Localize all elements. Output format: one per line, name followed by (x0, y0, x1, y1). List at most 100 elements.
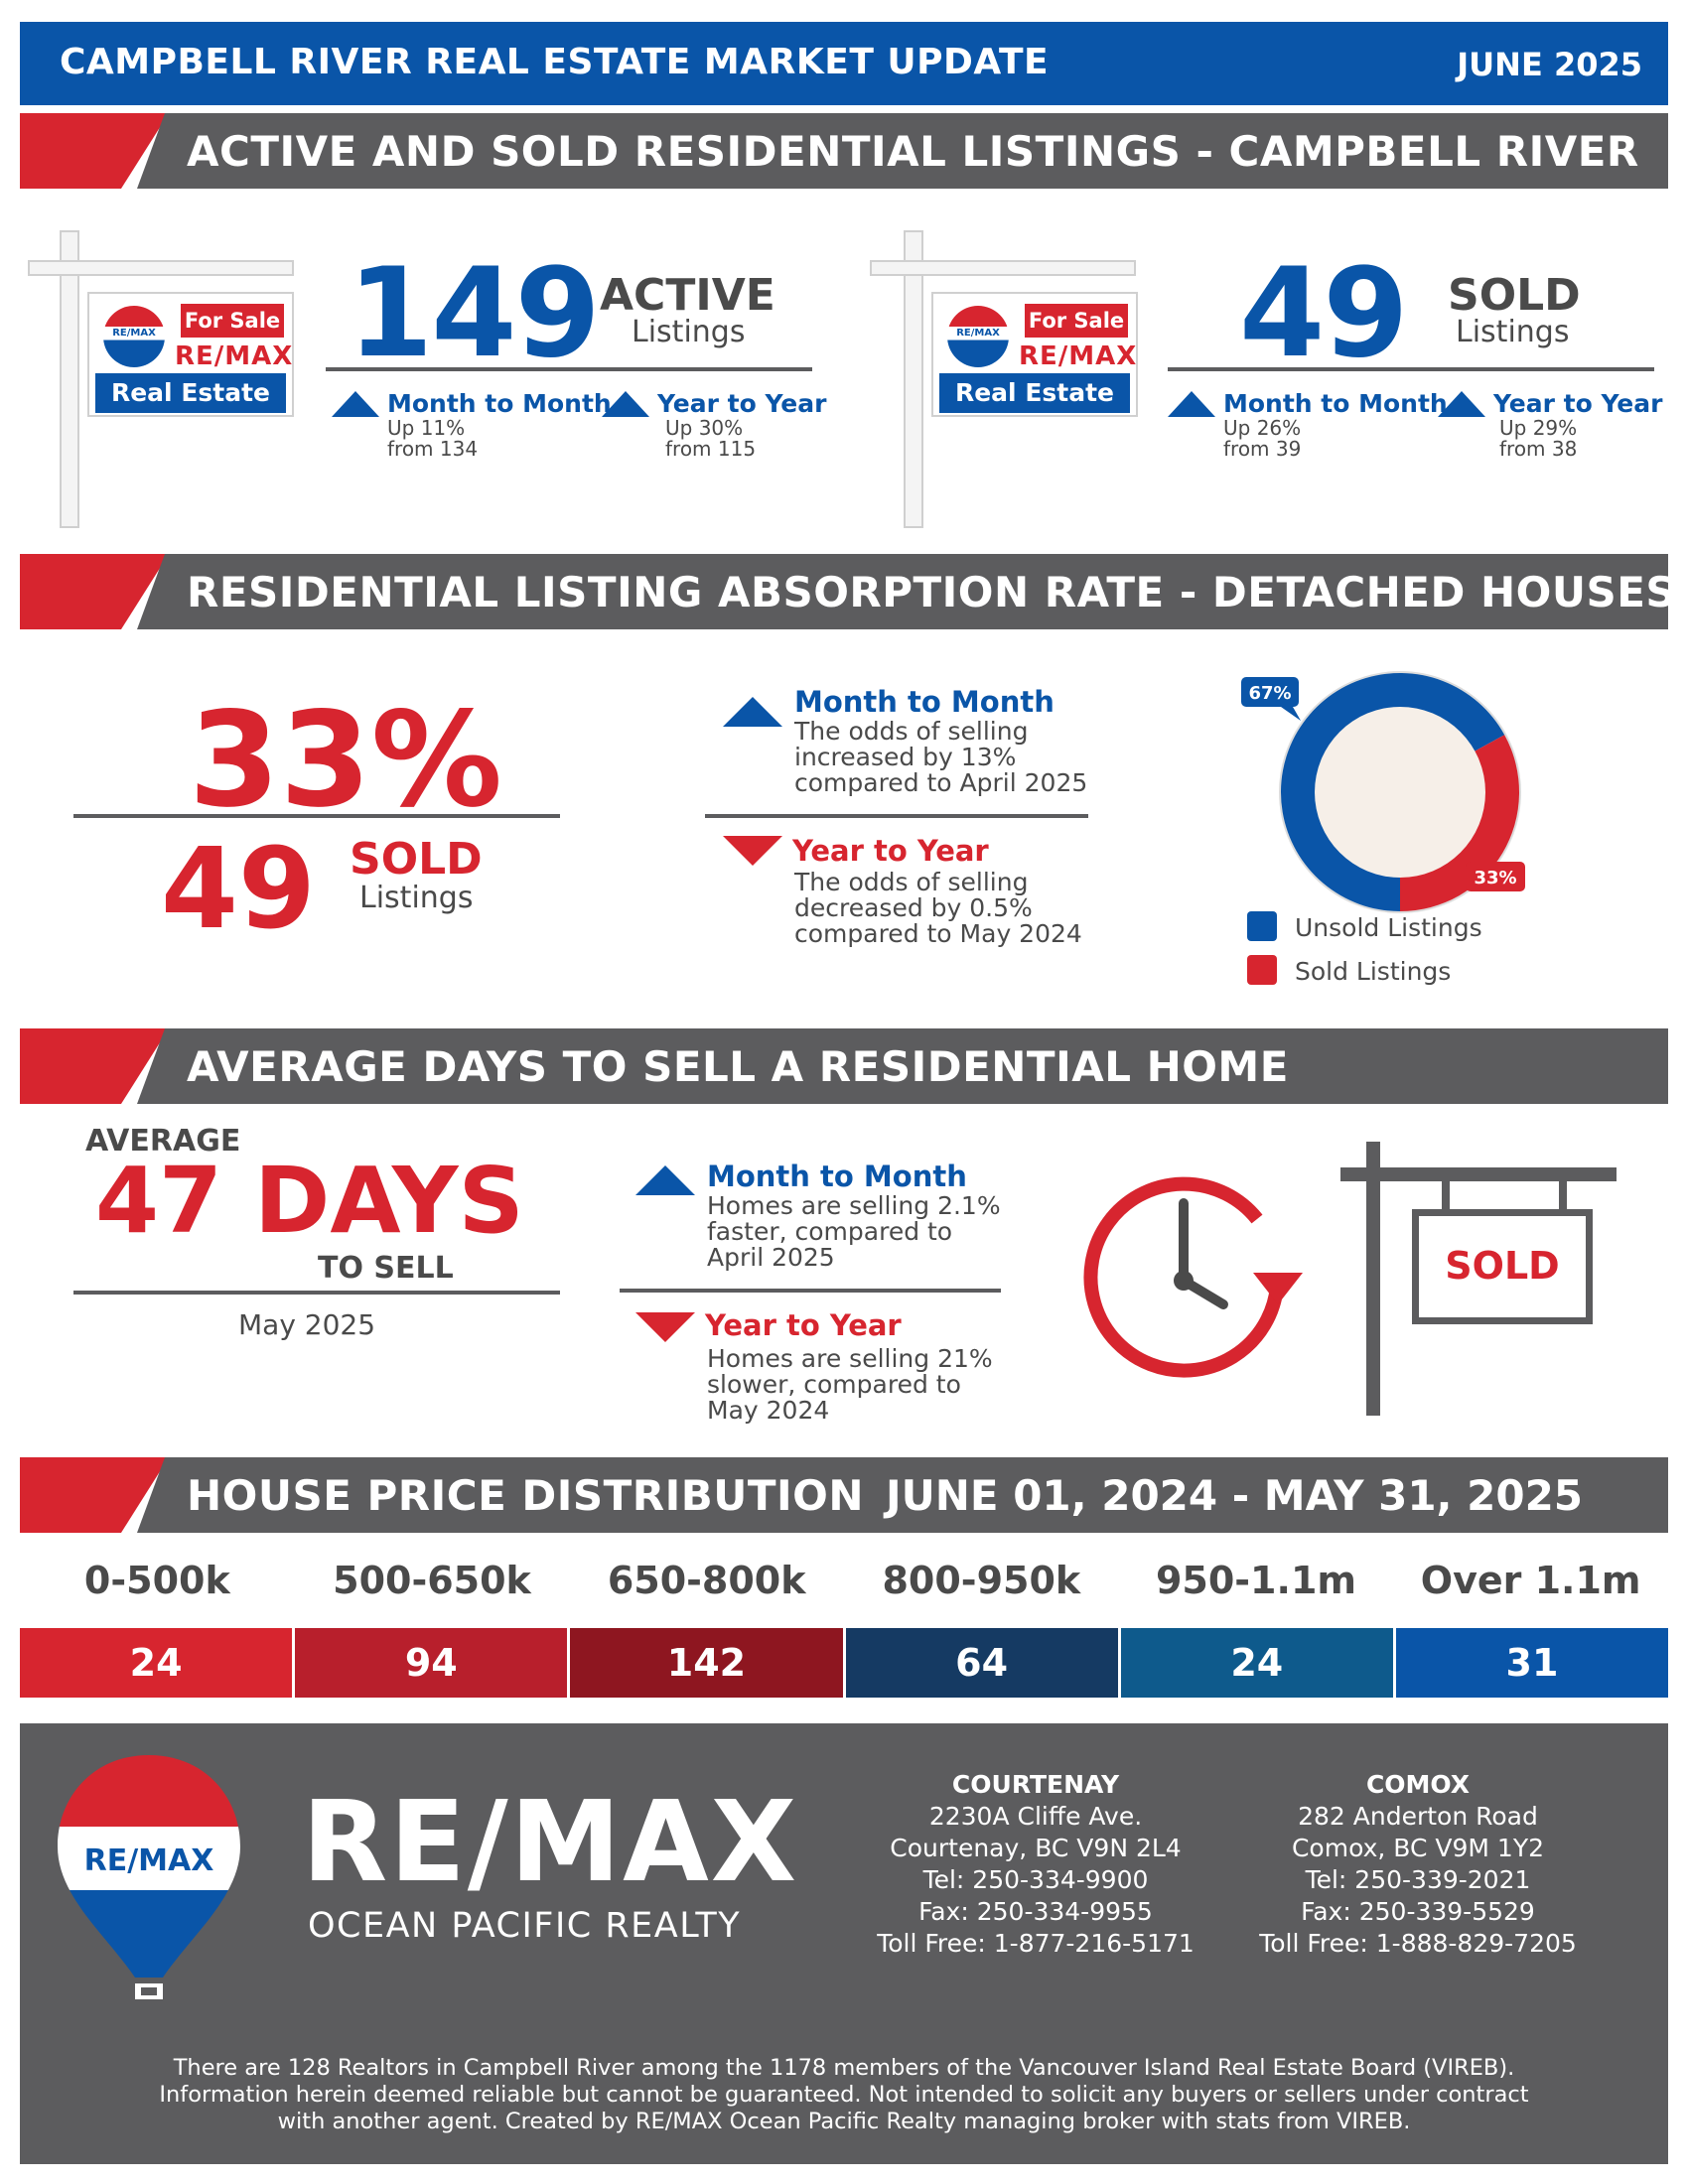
legend-swatch-sold (1247, 955, 1277, 985)
active-yty-line2: from 115 (665, 437, 757, 461)
sold-sign-chain (1442, 1181, 1450, 1211)
legend-swatch-unsold (1247, 911, 1277, 941)
section-title: ACTIVE AND SOLD RESIDENTIAL LISTINGS - C… (187, 127, 1639, 176)
days-value: 47 DAYS (95, 1148, 524, 1254)
absorption-rate: 33% (189, 684, 502, 837)
section-header-days: AVERAGE DAYS TO SELL A RESIDENTIAL HOME (20, 1028, 1668, 1104)
days-yty-text-3: May 2024 (707, 1396, 830, 1425)
unsold-pct-badge (1241, 677, 1299, 707)
sold-sign-arm (1340, 1167, 1617, 1181)
for-sale-sign: RE/MAX For Sale RE/MAX Real Estate (931, 292, 1138, 417)
section-date-range: JUNE 01, 2024 - MAY 31, 2025 (886, 1471, 1584, 1520)
sold-sign: SOLD (1412, 1209, 1593, 1324)
for-sale-sign: RE/MAX For Sale RE/MAX Real Estate (87, 292, 294, 417)
price-range-count: 94 (295, 1628, 568, 1698)
absorption-mtm-text-2: increased by 13% (794, 743, 1017, 771)
price-range-labels: 0-500k 500-650k 650-800k 800-950k 950-1.1m Ov… (20, 1559, 1668, 1608)
absorption-yty-text-1: The odds of selling (794, 868, 1029, 896)
divider (1168, 367, 1654, 371)
unsold-pct-label: 67% (1248, 683, 1291, 704)
down-arrow-icon (723, 836, 782, 866)
price-range-label: 950-1.1m (1155, 1559, 1356, 1602)
up-arrow-icon (635, 1165, 695, 1195)
sold-mtm-line1: Up 26% (1223, 416, 1302, 440)
days-to-sell: TO SELL (318, 1251, 454, 1286)
balloon-wordmark: RE/MAX (84, 1843, 214, 1878)
active-mtm-title: Month to Month (387, 389, 612, 418)
absorption-yty-title: Year to Year (792, 834, 989, 868)
divider (620, 1289, 1001, 1293)
section-header-listings: ACTIVE AND SOLD RESIDENTIAL LISTINGS - C… (20, 113, 1668, 189)
office-courtenay: COURTENAY 2230A Cliffe Ave. Courtenay, B… (877, 1770, 1195, 1958)
active-mtm-line2: from 134 (387, 437, 479, 461)
up-arrow-icon (602, 391, 649, 417)
price-range-count: 24 (20, 1628, 293, 1698)
sign-post (904, 230, 923, 528)
sold-pct-label: 33% (1474, 868, 1516, 888)
legend-sold: Sold Listings (1295, 957, 1452, 986)
remax-wordmark: RE/MAX (302, 1778, 799, 1907)
divider (326, 367, 812, 371)
price-range-count: 142 (570, 1628, 843, 1698)
report-date: JUNE 2025 (1457, 46, 1642, 83)
sign-arm (28, 260, 294, 276)
absorption-sold-count: 49 (161, 825, 316, 954)
absorption-sold-sub: Listings (359, 881, 474, 915)
up-arrow-icon (723, 697, 782, 727)
days-mtm-text-2: faster, compared to (707, 1217, 953, 1246)
active-sub: Listings (632, 315, 746, 349)
price-range-label: Over 1.1m (1420, 1559, 1641, 1602)
active-label: ACTIVE (600, 270, 775, 321)
absorption-donut-chart: 67% 33% (1241, 671, 1525, 913)
price-distribution-bar: 24 94 142 64 24 31 (20, 1628, 1669, 1698)
sold-yty-line2: from 38 (1499, 437, 1578, 461)
divider (73, 1291, 560, 1295)
up-arrow-icon (1438, 391, 1485, 417)
active-yty-line1: Up 30% (665, 416, 744, 440)
legend-unsold: Unsold Listings (1295, 913, 1482, 942)
days-yty-title: Year to Year (705, 1308, 902, 1342)
absorption-mtm-title: Month to Month (794, 685, 1055, 719)
sold-label: SOLD (1448, 270, 1581, 321)
price-range-label: 650-800k (607, 1559, 806, 1602)
balloon-icon: RE/MAX (947, 306, 1009, 367)
price-range-count: 24 (1120, 1628, 1393, 1698)
active-count: 149 (348, 242, 601, 385)
absorption-mtm-text-3: compared to April 2025 (794, 768, 1088, 797)
price-range-count: 64 (845, 1628, 1118, 1698)
office-comox: COMOX 282 Anderton Road Comox, BC V9M 1Y… (1259, 1770, 1577, 1958)
section-title: AVERAGE DAYS TO SELL A RESIDENTIAL HOME (187, 1042, 1289, 1091)
days-mtm-title: Month to Month (707, 1160, 967, 1193)
sold-sign-chain (1559, 1181, 1567, 1211)
section-header-distribution: HOUSE PRICE DISTRIBUTION JUNE 01, 2024 -… (20, 1457, 1668, 1533)
section-title: RESIDENTIAL LISTING ABSORPTION RATE - DE… (187, 568, 1677, 616)
days-yty-text-2: slower, compared to (707, 1370, 961, 1399)
sold-mtm-title: Month to Month (1223, 389, 1448, 418)
report-title: CAMPBELL RIVER REAL ESTATE MARKET UPDATE (60, 42, 1050, 82)
active-mtm-line1: Up 11% (387, 416, 466, 440)
section-header-absorption: RESIDENTIAL LISTING ABSORPTION RATE - DE… (20, 554, 1676, 629)
sold-sub: Listings (1456, 315, 1570, 349)
section-title: HOUSE PRICE DISTRIBUTION (187, 1471, 865, 1520)
sold-count: 49 (1239, 242, 1409, 385)
days-mtm-text-3: April 2025 (707, 1243, 835, 1272)
sold-pct-badge (1466, 862, 1525, 891)
absorption-yty-text-3: compared to May 2024 (794, 919, 1082, 948)
absorption-yty-text-2: decreased by 0.5% (794, 893, 1033, 922)
absorption-mtm-text-1: The odds of selling (794, 717, 1029, 746)
up-arrow-icon (1168, 391, 1215, 417)
remax-subtitle: OCEAN PACIFIC REALTY (308, 1906, 742, 1946)
clock-icon (1083, 1176, 1303, 1378)
sold-mtm-line2: from 39 (1223, 437, 1302, 461)
up-arrow-icon (332, 391, 379, 417)
top-banner: CAMPBELL RIVER REAL ESTATE MARKET UPDATE… (20, 22, 1668, 105)
down-arrow-icon (635, 1312, 695, 1342)
price-range-label: 500-650k (333, 1559, 531, 1602)
price-range-count: 31 (1395, 1628, 1669, 1698)
days-mtm-text-1: Homes are selling 2.1% (707, 1191, 1001, 1220)
divider (73, 814, 560, 818)
divider (705, 814, 1088, 818)
days-average-label: AVERAGE (85, 1124, 241, 1159)
balloon-icon: RE/MAX (103, 306, 165, 367)
active-yty-title: Year to Year (657, 389, 827, 418)
